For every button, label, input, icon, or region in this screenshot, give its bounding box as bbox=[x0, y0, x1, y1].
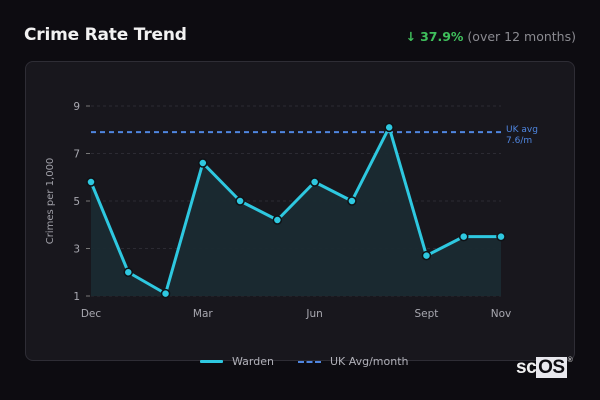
data-point-apr[interactable] bbox=[235, 196, 245, 206]
data-point-oct[interactable] bbox=[458, 231, 469, 242]
legend-label-uk-avg: UK Avg/month bbox=[329, 355, 409, 368]
trend-change-summary: ↓ 37.9% (over 12 months) bbox=[406, 29, 576, 44]
y-axis-label: Crimes per 1,000 bbox=[45, 158, 56, 245]
logo-sc: sc bbox=[516, 357, 537, 378]
data-point-jun[interactable] bbox=[309, 177, 320, 187]
y-tick-label: 7 bbox=[73, 149, 80, 161]
data-points bbox=[86, 122, 506, 299]
legend-label-warden: Warden bbox=[232, 355, 274, 368]
uk-avg-label-line1: UK avg bbox=[506, 125, 538, 135]
x-tick-label: Nov bbox=[491, 308, 512, 320]
data-point-mar[interactable] bbox=[198, 158, 208, 168]
down-arrow-icon: ↓ bbox=[405, 29, 417, 44]
page-title: Crime Rate Trend bbox=[24, 25, 187, 45]
series-area bbox=[91, 127, 501, 296]
legend-item-warden[interactable]: Warden bbox=[200, 355, 274, 368]
data-point-sept[interactable] bbox=[421, 250, 432, 261]
data-point-may[interactable] bbox=[272, 215, 283, 225]
x-axis: Dec Mar Jun Sept Nov bbox=[81, 308, 511, 320]
change-note: (over 12 months) bbox=[467, 29, 576, 44]
x-tick-label: Sept bbox=[414, 308, 438, 320]
scos-logo: sc OS ® bbox=[516, 357, 573, 379]
legend-item-uk-avg[interactable]: UK Avg/month bbox=[297, 355, 409, 368]
series-line-warden bbox=[89, 125, 501, 296]
data-point-dec[interactable] bbox=[86, 177, 96, 187]
change-percent: 37.9% bbox=[420, 29, 464, 44]
registered-mark: ® bbox=[567, 357, 573, 364]
x-tick-label: Dec bbox=[81, 308, 102, 320]
y-tick-label: 1 bbox=[73, 291, 80, 303]
logo-os: OS bbox=[536, 357, 567, 378]
y-axis: 1 3 5 7 9 bbox=[73, 101, 90, 303]
data-point-aug[interactable] bbox=[384, 122, 394, 133]
x-tick-label: Mar bbox=[193, 308, 213, 320]
y-tick-label: 9 bbox=[73, 101, 80, 113]
y-tick-label: 5 bbox=[73, 196, 80, 208]
data-point-feb[interactable] bbox=[160, 288, 171, 299]
data-point-nov[interactable] bbox=[496, 231, 506, 242]
data-point-jan[interactable] bbox=[123, 267, 134, 277]
dashed-line-swatch-icon bbox=[297, 360, 321, 363]
solid-line-swatch-icon bbox=[200, 360, 223, 363]
data-point-jul[interactable] bbox=[347, 196, 357, 206]
x-tick-label: Jun bbox=[305, 308, 322, 320]
y-tick-label: 3 bbox=[73, 244, 80, 256]
chart-legend: Warden UK Avg/month bbox=[200, 355, 433, 368]
uk-avg-label-line2: 7.6/m bbox=[506, 136, 532, 146]
